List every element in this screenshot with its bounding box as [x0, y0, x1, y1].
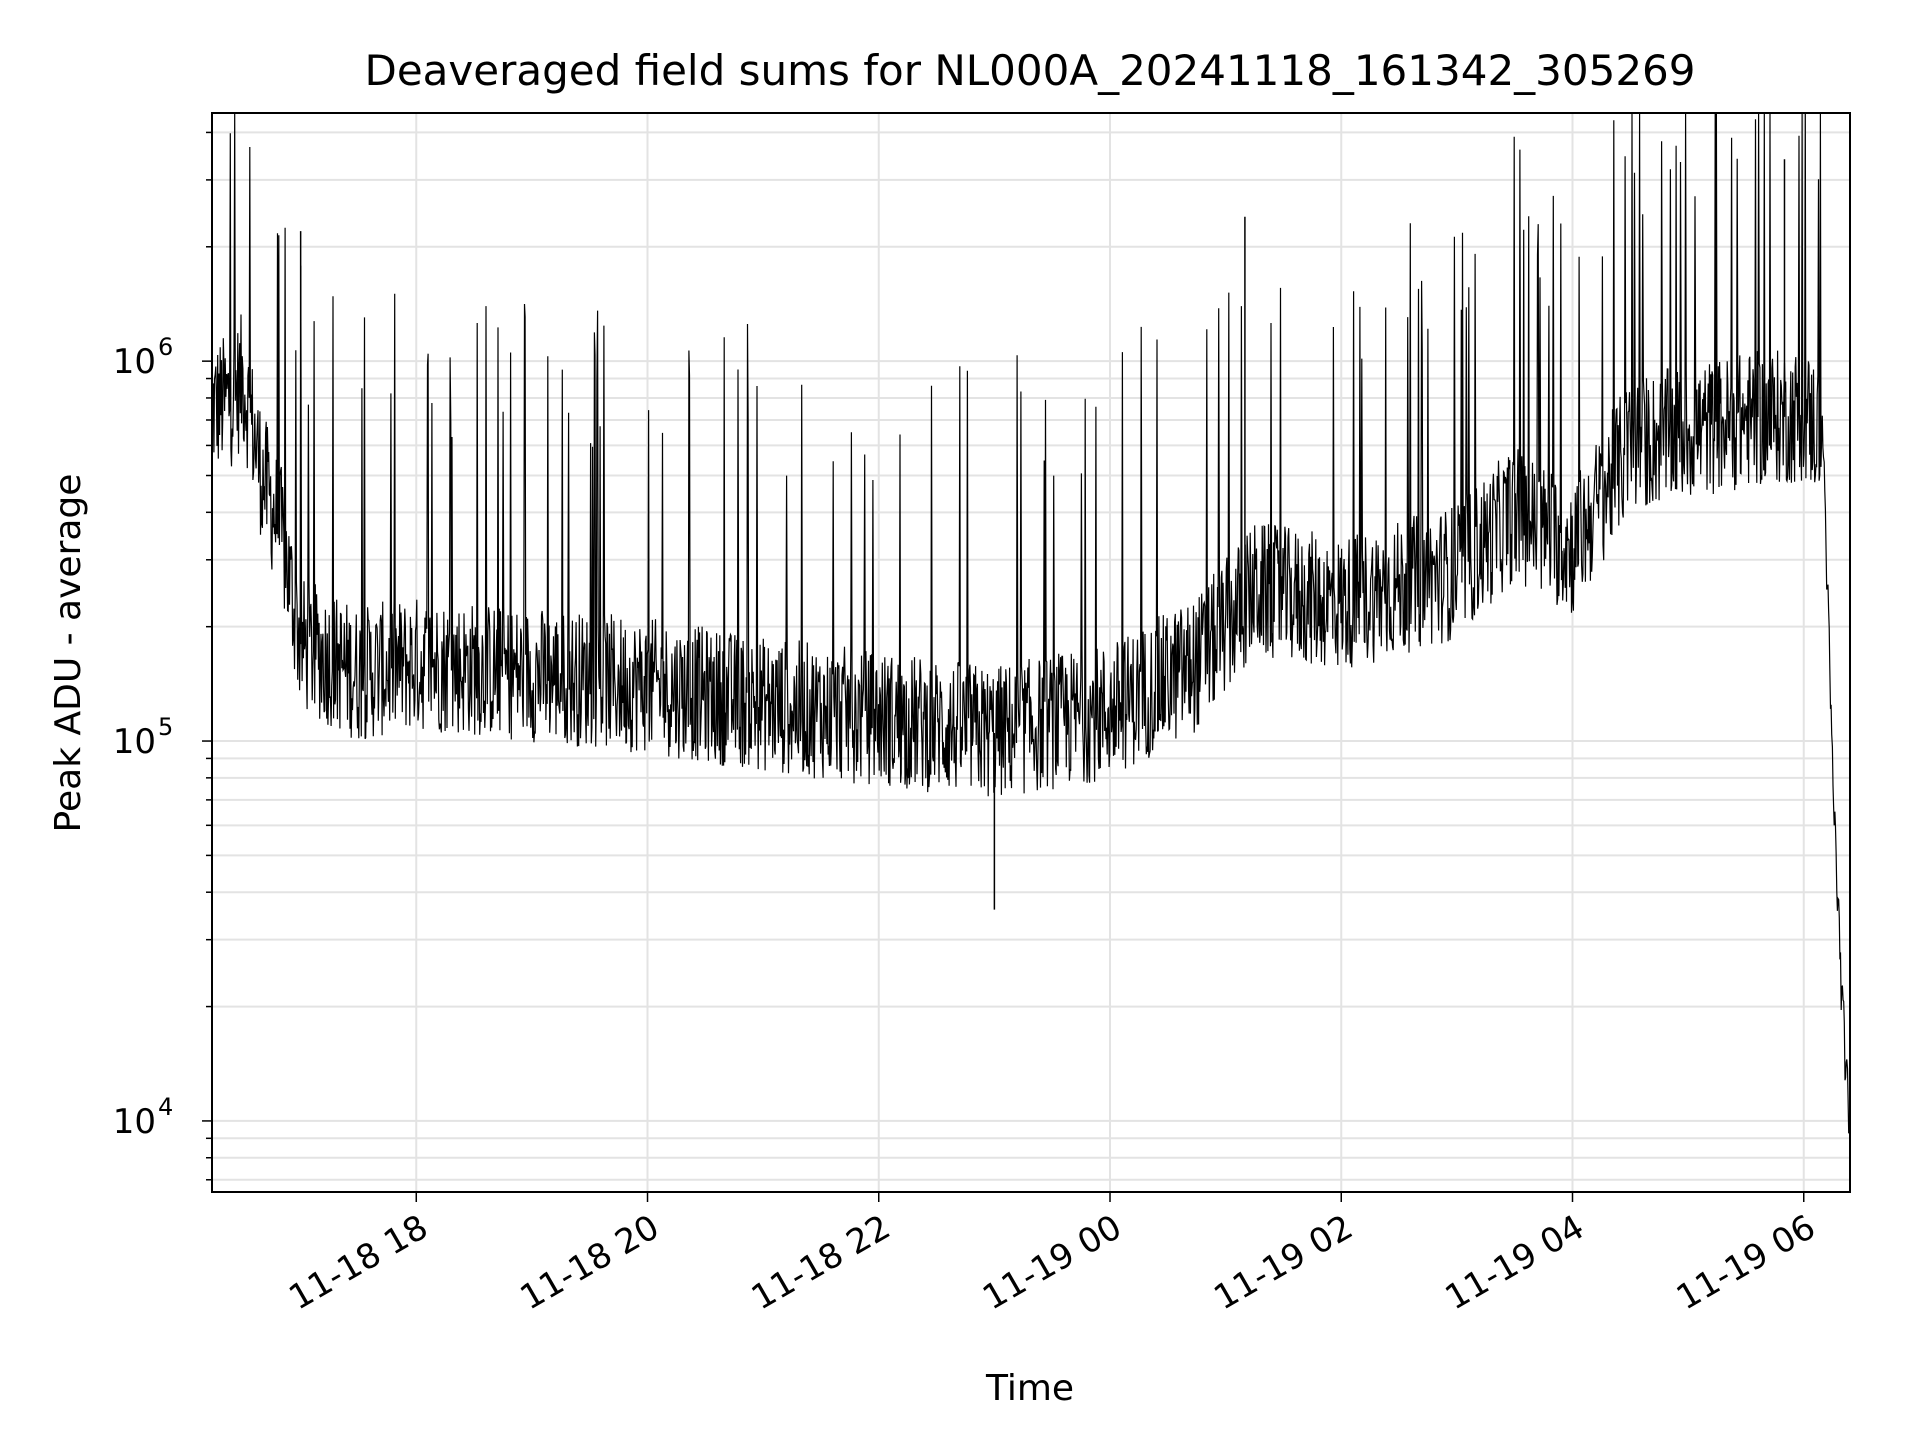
y-tick-label: 10 — [113, 722, 156, 762]
y-axis-label: Peak ADU - average — [48, 474, 89, 833]
x-axis-label: Time — [985, 1368, 1074, 1409]
plot-frame — [211, 112, 1851, 1193]
y-tick-exponent: 5 — [158, 713, 173, 741]
y-tick-exponent: 6 — [158, 333, 173, 361]
series-line — [211, 112, 1851, 1158]
chart-title: Deaveraged field sums for NL000A_2024111… — [365, 46, 1696, 95]
grid-layer — [212, 113, 1850, 1192]
data-layer — [211, 112, 1851, 1158]
y-tick-label: 10 — [113, 342, 156, 382]
y-tick-exponent: 4 — [158, 1093, 173, 1121]
y-tick-label: 10 — [113, 1102, 156, 1142]
